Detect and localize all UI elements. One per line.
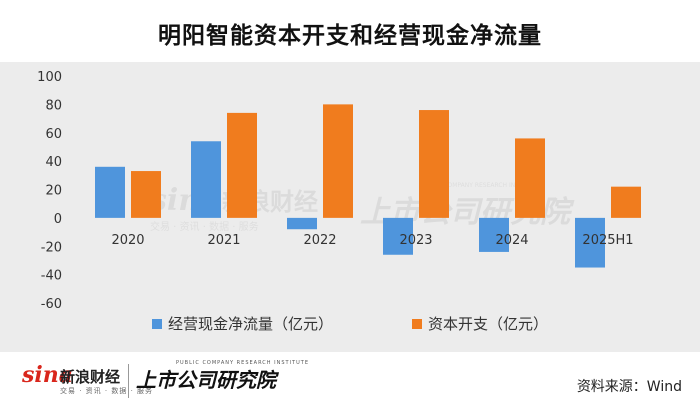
- research-institute-logo: 上市公司研究院: [136, 368, 276, 392]
- bar-chart: sina 新浪财经 交易 · 资讯 · 数据 · 服务 上市公司研究院 PUBL…: [37, 70, 641, 333]
- bar-operating-cash-flow-2022: [287, 217, 317, 230]
- x-tick-label: 2023: [399, 233, 432, 248]
- x-axis-labels: 2020 2021 2022 2023 2024 2025H1: [111, 233, 633, 248]
- legend-label: 资本开支（亿元）: [428, 315, 548, 333]
- bar-operating-cash-flow-2021: [191, 141, 221, 218]
- x-tick-label: 2021: [207, 233, 240, 248]
- title-bar: 明阳智能资本开支和经营现金净流量: [0, 0, 700, 62]
- y-axis: 100 80 60 40 20 0 -20 -40 -60: [37, 70, 62, 312]
- y-tick-label: 0: [54, 212, 62, 227]
- y-tick-label: -60: [41, 297, 62, 312]
- sina-logo: sina: [22, 362, 73, 388]
- chart-title: 明阳智能资本开支和经营现金净流量: [158, 23, 542, 49]
- bar-capex-2023: [419, 110, 449, 218]
- bar-operating-cash-flow-2025H1: [575, 217, 605, 268]
- bar-capex-2021: [227, 112, 257, 218]
- y-tick-label: 40: [45, 155, 62, 170]
- y-tick-label: 20: [45, 184, 62, 199]
- bar-capex-2024: [515, 138, 545, 218]
- x-tick-label: 2024: [495, 233, 528, 248]
- data-source: 资料来源：Wind: [576, 379, 682, 395]
- bar-capex-2022: [323, 104, 353, 218]
- plot-area: sina 新浪财经 交易 · 资讯 · 数据 · 服务 上市公司研究院 PUBL…: [0, 62, 700, 352]
- y-tick-label: -40: [41, 269, 62, 284]
- bar-capex-2025H1: [611, 186, 641, 218]
- y-tick-label: 80: [45, 98, 62, 113]
- footer: sina 新浪财经 交易 · 资讯 · 数据 · 服务 上市公司研究院 PUBL…: [0, 352, 700, 414]
- bars: [95, 104, 641, 268]
- y-tick-label: 100: [37, 70, 62, 85]
- bar-operating-cash-flow-2020: [95, 166, 125, 218]
- sina-finance-subtitle: 交易 · 资讯 · 数据 · 服务: [60, 387, 154, 395]
- legend-swatch: [152, 319, 162, 329]
- research-institute-english: PUBLIC COMPANY RESEARCH INSTITUTE: [176, 360, 309, 366]
- watermark-sina-sub: 交易 · 资讯 · 数据 · 服务: [150, 220, 259, 233]
- bar-operating-cash-flow-2024: [479, 217, 509, 252]
- legend-label: 经营现金净流量（亿元）: [168, 315, 333, 333]
- x-tick-label: 2025H1: [582, 233, 633, 248]
- bar-operating-cash-flow-2023: [383, 217, 413, 255]
- legend: 经营现金净流量（亿元） 资本开支（亿元）: [152, 315, 548, 333]
- legend-swatch: [412, 319, 422, 329]
- watermark-research-en: PUBLIC COMPANY RESEARCH INSTITUTE: [420, 182, 540, 189]
- x-tick-label: 2020: [111, 233, 144, 248]
- x-tick-label: 2022: [303, 233, 336, 248]
- sina-finance-logo-text: 新浪财经: [60, 368, 121, 386]
- y-tick-label: -20: [41, 240, 62, 255]
- footer-divider: [128, 364, 129, 398]
- bar-capex-2020: [131, 171, 161, 218]
- y-tick-label: 60: [45, 127, 62, 142]
